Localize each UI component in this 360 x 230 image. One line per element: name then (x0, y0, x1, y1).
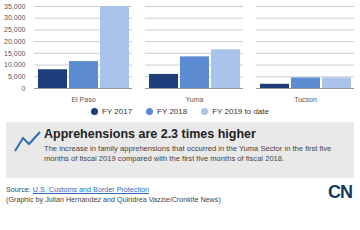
html-text:FY 2018: FY 2018 (157, 106, 188, 116)
svg-text:10,000: 10,000 (4, 61, 26, 68)
html-text:CN: CN (328, 182, 352, 202)
html-text:FY 2017: FY 2017 (102, 106, 133, 116)
html-text:Source: U.S. Customs and Borde: Source: U.S. Customs and Border Protecti… (6, 185, 149, 194)
svg-text:0: 0 (22, 85, 26, 92)
html-text:Apprehensions are 2.3 times hi: Apprehensions are 2.3 times higher (44, 127, 256, 141)
svg-text:35,000: 35,000 (4, 3, 26, 10)
html-text:The increase in family apprehe: The increase in family apprehensions tha… (44, 144, 332, 163)
svg-text:30,000: 30,000 (4, 14, 26, 21)
svg-text:El Paso: El Paso (71, 96, 95, 103)
svg-text:25,000: 25,000 (4, 26, 26, 33)
html-text:FY 2019 to date: FY 2019 to date (212, 106, 269, 116)
svg-text:20,000: 20,000 (4, 38, 26, 45)
html-text:(Graphic by Julian Hernandez a: (Graphic by Julian Hernandez and Quindre… (6, 195, 221, 204)
svg-text:Yuma: Yuma (186, 96, 204, 103)
svg-text:15,000: 15,000 (4, 50, 26, 57)
svg-text:5,000: 5,000 (8, 73, 26, 80)
svg-text:Tucson: Tucson (294, 96, 317, 103)
